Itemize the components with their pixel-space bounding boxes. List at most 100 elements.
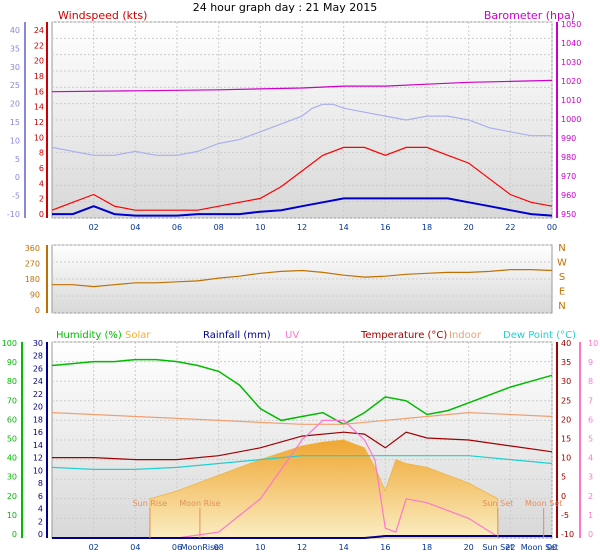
y-tick-label: 12 [34, 118, 44, 127]
temp-line [52, 431, 553, 461]
y-tick-label: 1030 [561, 58, 581, 67]
y-tick-label: 270 [25, 260, 40, 269]
y-tick-label: 0 [561, 492, 566, 501]
astro-label: Sun Set [482, 499, 513, 508]
y-tick-label: 6 [38, 492, 43, 501]
x-tick-label: 22 [505, 543, 515, 552]
legend-item: Indoor [449, 330, 482, 341]
x-tick-label: 08 [214, 543, 224, 552]
x-tick-label: 06 [172, 223, 182, 232]
y-tick-label: 4 [39, 179, 44, 188]
y-tick-label: 20 [7, 492, 17, 501]
y-tick-label: 8 [588, 377, 593, 386]
y-tick-label: 18 [34, 72, 44, 81]
y-tick-label: 22 [33, 390, 43, 399]
astro-x-label: Moon Set [521, 543, 558, 552]
astro-label: Moon Rise [179, 499, 220, 508]
y-tick-label: 1050 [561, 20, 581, 29]
y-tick-label: 10 [7, 511, 17, 520]
y-tick-label: 980 [561, 153, 576, 162]
y-tick-label: 24 [33, 377, 43, 386]
astro-label: Sun Rise [133, 499, 168, 508]
x-tick-label: 06 [172, 543, 182, 552]
y-tick-label: 30 [561, 377, 571, 386]
y-tick-label: 24 [34, 26, 44, 35]
temp-legend: Humidity (%) Solar Rainfall (mm) UV Temperat… [56, 330, 576, 341]
y-tick-label: 6 [39, 164, 44, 173]
x-tick-label: 16 [380, 223, 390, 232]
y-tick-label: 14 [34, 103, 44, 112]
y-tick-label: 18 [33, 415, 43, 424]
x-tick-label: 02 [89, 543, 99, 552]
x-tick-label: 12 [297, 543, 307, 552]
y-tick-label: 60 [7, 415, 17, 424]
astro-annotations: Sun Rise Moon Rise Sun Set Moon Set MoonRise… [133, 499, 563, 552]
x-tick-label: 18 [422, 543, 432, 552]
chart-title: 24 hour graph day : 21 May 2015 [193, 1, 378, 14]
y-tick-label: 7 [588, 396, 593, 405]
x-tick-label: 10 [255, 223, 265, 232]
y-tick-label: -5 [12, 192, 20, 201]
legend-item: Solar [125, 330, 151, 341]
y-tick-label: 10 [588, 339, 598, 348]
y-tick-label: 1010 [561, 96, 581, 105]
y-tick-label: 16 [34, 87, 44, 96]
y-tick-label: 8 [39, 149, 44, 158]
direction-series [52, 269, 553, 288]
y-tick-label: 10 [34, 133, 44, 142]
compass-label: W [557, 258, 567, 269]
uv-line [176, 419, 501, 539]
y-tick-label: 0 [15, 173, 20, 182]
y-tick-label: 25 [561, 396, 571, 405]
y-tick-label: 4 [588, 454, 593, 463]
y-tick-label: 26 [33, 364, 43, 373]
x-tick-label: 22 [505, 223, 515, 232]
y-tick-label: 950 [561, 210, 576, 219]
wind-left-label: Windspeed (kts) [58, 9, 147, 22]
y-tick-label: 14 [33, 441, 43, 450]
gust-line [51, 146, 553, 211]
avgwind-line [52, 197, 553, 217]
compass-label: S [559, 272, 565, 283]
astro-label: Moon Set [525, 499, 562, 508]
x-tick-label: 00 [547, 543, 557, 552]
x-tick-label: 04 [130, 543, 140, 552]
y-tick-label: 1 [588, 511, 593, 520]
y-tick-label: 28 [33, 352, 43, 361]
y-tick-label: 1020 [561, 77, 581, 86]
x-tick-label: 04 [130, 223, 140, 232]
solar-area [149, 439, 499, 539]
rain-line [52, 535, 552, 539]
y-tick-label: 35 [10, 44, 20, 53]
y-tick-label: 3 [588, 473, 593, 482]
x-tick-label: 12 [297, 223, 307, 232]
y-tick-label: 960 [561, 191, 576, 200]
y-tick-label: 0 [38, 530, 43, 539]
legend-item: Rainfall (mm) [203, 330, 271, 341]
y-tick-label: -5 [561, 511, 569, 520]
y-tick-label: -10 [561, 530, 574, 539]
y-tick-label: 90 [7, 358, 17, 367]
y-tick-label: 10 [33, 466, 43, 475]
y-tick-label: 1000 [561, 115, 581, 124]
y-tick-label: 20 [10, 100, 20, 109]
astro-x-label: Sun Set [482, 543, 513, 552]
y-tick-label: 22 [34, 41, 44, 50]
legend-item: Dew Point (°C) [503, 330, 576, 341]
y-tick-label: 2 [588, 492, 593, 501]
y-tick-label: 4 [38, 505, 43, 514]
lowaxis-line [51, 103, 552, 156]
y-tick-label: 40 [561, 339, 571, 348]
legend-item: Temperature (°C) [360, 330, 447, 341]
y-tick-label: 20 [561, 415, 571, 424]
wind-right-label: Barometer (hpa) [484, 9, 575, 22]
x-tick-label: 02 [89, 223, 99, 232]
x-tick-label: 20 [464, 543, 474, 552]
y-tick-label: 2 [39, 195, 44, 204]
y-tick-label: 180 [25, 275, 40, 284]
y-tick-label: 40 [10, 26, 20, 35]
dew-line [51, 455, 553, 470]
compass-label: N [558, 301, 565, 312]
